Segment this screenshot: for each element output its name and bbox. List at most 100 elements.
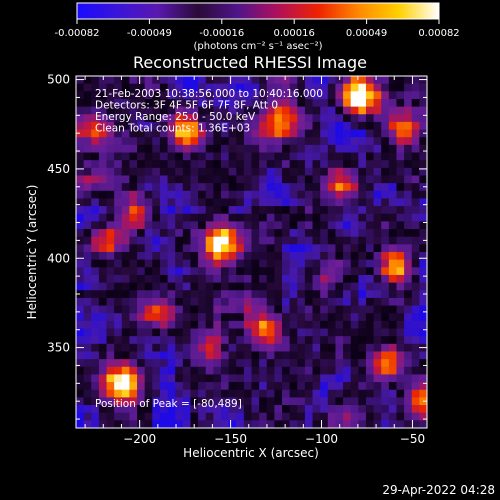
heatmap-cell: [411, 198, 420, 207]
heatmap-cell: [220, 420, 230, 428]
heatmap-cell: [76, 351, 85, 360]
heatmap-cell: [327, 183, 337, 192]
heatmap-cell: [419, 106, 427, 115]
heatmap-cell: [282, 76, 291, 85]
heatmap-cell: [388, 83, 398, 92]
heatmap-cell: [343, 206, 352, 215]
heatmap-cell: [419, 114, 427, 123]
heatmap-cell: [144, 297, 153, 307]
heatmap-cell: [137, 167, 146, 177]
heatmap-cell: [358, 190, 367, 200]
heatmap-cell: [343, 343, 352, 353]
heatmap-cell: [228, 167, 237, 177]
heatmap-cell: [259, 359, 268, 368]
heatmap-cell: [152, 412, 161, 421]
heatmap-cell: [304, 343, 314, 353]
heatmap-cell: [152, 221, 161, 230]
heatmap-cell: [205, 160, 214, 169]
heatmap-cell: [121, 420, 131, 428]
heatmap-cell: [228, 320, 237, 330]
heatmap-cell: [83, 374, 92, 383]
heatmap-cell: [121, 213, 131, 222]
heatmap-cell: [228, 129, 237, 138]
heatmap-cell: [213, 152, 222, 161]
heatmap-cell: [404, 137, 413, 146]
heatmap-cell: [121, 175, 131, 184]
heatmap-cell: [198, 244, 207, 253]
heatmap-cell: [236, 160, 245, 169]
heatmap-cell: [175, 282, 184, 291]
heatmap-cell: [198, 106, 207, 115]
heatmap-cell: [182, 313, 192, 322]
heatmap-cell: [419, 221, 427, 230]
heatmap-cell: [419, 274, 427, 284]
heatmap-cell: [190, 359, 199, 368]
heatmap-cell: [411, 144, 420, 154]
heatmap-cell: [251, 267, 260, 276]
heatmap-cell: [144, 91, 153, 100]
heatmap-cell: [411, 98, 420, 108]
heatmap-cell: [243, 328, 253, 337]
heatmap-cell: [243, 382, 253, 391]
heatmap-cell: [266, 366, 275, 376]
heatmap-cell: [404, 305, 413, 314]
heatmap-cell: [282, 320, 291, 330]
x-tick-label: −50: [400, 432, 425, 446]
heatmap-cell: [251, 328, 260, 337]
heatmap-cell: [182, 91, 192, 100]
heatmap-cell: [182, 229, 192, 238]
heatmap-cell: [83, 137, 92, 146]
heatmap-cell: [282, 106, 291, 115]
heatmap-cell: [411, 129, 420, 138]
heatmap-cell: [335, 320, 344, 330]
heatmap-cell: [121, 106, 131, 115]
heatmap-cell: [335, 297, 344, 307]
heatmap-cell: [251, 320, 260, 330]
heatmap-cell: [297, 397, 306, 406]
heatmap-cell: [335, 313, 344, 322]
heatmap-cell: [243, 282, 253, 291]
heatmap-cell: [144, 405, 153, 414]
heatmap-cell: [251, 129, 260, 138]
heatmap-cell: [365, 221, 375, 230]
heatmap-cell: [304, 198, 314, 207]
heatmap-cell: [320, 412, 329, 421]
heatmap-cell: [121, 374, 131, 383]
heatmap-cell: [320, 137, 329, 146]
heatmap-cell: [121, 359, 131, 368]
heatmap-cell: [83, 397, 92, 406]
heatmap-cell: [159, 229, 169, 238]
heatmap-cell: [350, 198, 359, 207]
heatmap-cell: [251, 420, 260, 428]
heatmap-cell: [297, 359, 306, 368]
heatmap-cell: [282, 351, 291, 360]
heatmap-cell: [190, 297, 199, 307]
heatmap-cell: [251, 83, 260, 92]
heatmap-cell: [419, 190, 427, 200]
heatmap-cell: [343, 313, 352, 322]
heatmap-cell: [343, 167, 352, 177]
heatmap-cell: [350, 76, 359, 85]
heatmap-cell: [182, 160, 192, 169]
heatmap-cell: [159, 420, 169, 428]
heatmap-cell: [167, 290, 176, 299]
heatmap-cell: [335, 351, 344, 360]
heatmap-cell: [320, 351, 329, 360]
heatmap-cell: [251, 374, 260, 383]
heatmap-cell: [304, 206, 314, 215]
heatmap-cell: [98, 167, 108, 177]
heatmap-cell: [213, 114, 222, 123]
heatmap-cell: [282, 98, 291, 108]
heatmap-cell: [419, 382, 427, 391]
heatmap-cell: [137, 252, 146, 261]
heatmap-cell: [220, 397, 230, 406]
heatmap-cell: [220, 190, 230, 200]
heatmap-cell: [106, 190, 115, 200]
heatmap-cell: [365, 206, 375, 215]
heatmap-cell: [320, 397, 329, 406]
heatmap-cell: [373, 129, 382, 138]
heatmap-cell: [388, 282, 398, 291]
heatmap-cell: [98, 259, 108, 268]
heatmap-cell: [236, 152, 245, 161]
heatmap-cell: [106, 175, 115, 184]
